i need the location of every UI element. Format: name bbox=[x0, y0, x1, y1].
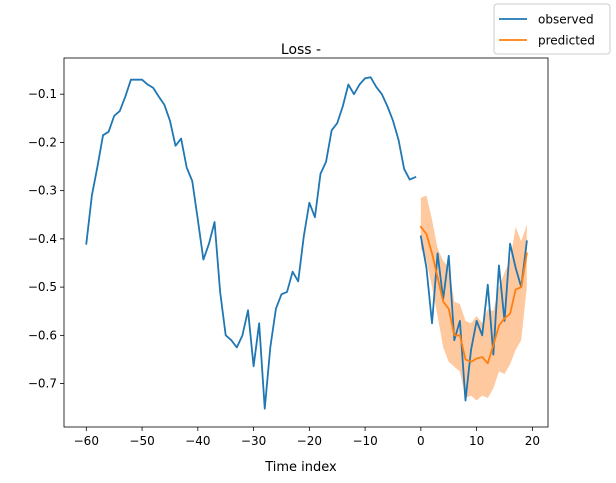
x-axis: −60 −50 −40 −30 −20 −10 0 10 20 bbox=[74, 427, 540, 448]
y-tick-label: −0.3 bbox=[28, 184, 57, 198]
x-tick-label: −20 bbox=[297, 434, 322, 448]
series-line-layer bbox=[85, 76, 528, 410]
legend: observed predicted bbox=[493, 3, 611, 55]
prediction-interval-band bbox=[420, 195, 527, 401]
legend-label-predicted: predicted bbox=[538, 34, 595, 48]
x-tick-label: 0 bbox=[417, 434, 425, 448]
x-tick-label: 20 bbox=[525, 434, 540, 448]
x-tick-label: 10 bbox=[469, 434, 484, 448]
x-tick-label: −30 bbox=[241, 434, 266, 448]
y-tick-label: −0.2 bbox=[28, 135, 57, 149]
y-tick-label: −0.7 bbox=[28, 377, 57, 391]
prediction-band-layer bbox=[420, 195, 527, 401]
x-axis-label: Time index bbox=[264, 460, 337, 475]
series-points-observed bbox=[420, 236, 527, 401]
y-tick-label: −0.6 bbox=[28, 328, 57, 342]
series-line-observed bbox=[85, 76, 417, 410]
series-points-observed bbox=[86, 77, 416, 409]
series-line-predicted bbox=[419, 225, 528, 365]
y-tick-label: −0.5 bbox=[28, 280, 57, 294]
legend-label-observed: observed bbox=[538, 13, 594, 27]
x-tick-label: −10 bbox=[352, 434, 377, 448]
x-tick-label: −60 bbox=[74, 434, 99, 448]
chart-title: Loss - bbox=[281, 42, 321, 58]
x-tick-label: −50 bbox=[129, 434, 154, 448]
x-tick-label: −40 bbox=[185, 434, 210, 448]
legend-box bbox=[493, 3, 611, 55]
plot-frame bbox=[63, 57, 549, 428]
series-line-observed bbox=[419, 235, 528, 402]
series-points-predicted bbox=[420, 226, 527, 364]
y-axis: −0.1 −0.2 −0.3 −0.4 −0.5 −0.6 −0.7 bbox=[28, 87, 64, 391]
y-tick-label: −0.4 bbox=[28, 232, 57, 246]
y-tick-label: −0.1 bbox=[28, 87, 57, 101]
